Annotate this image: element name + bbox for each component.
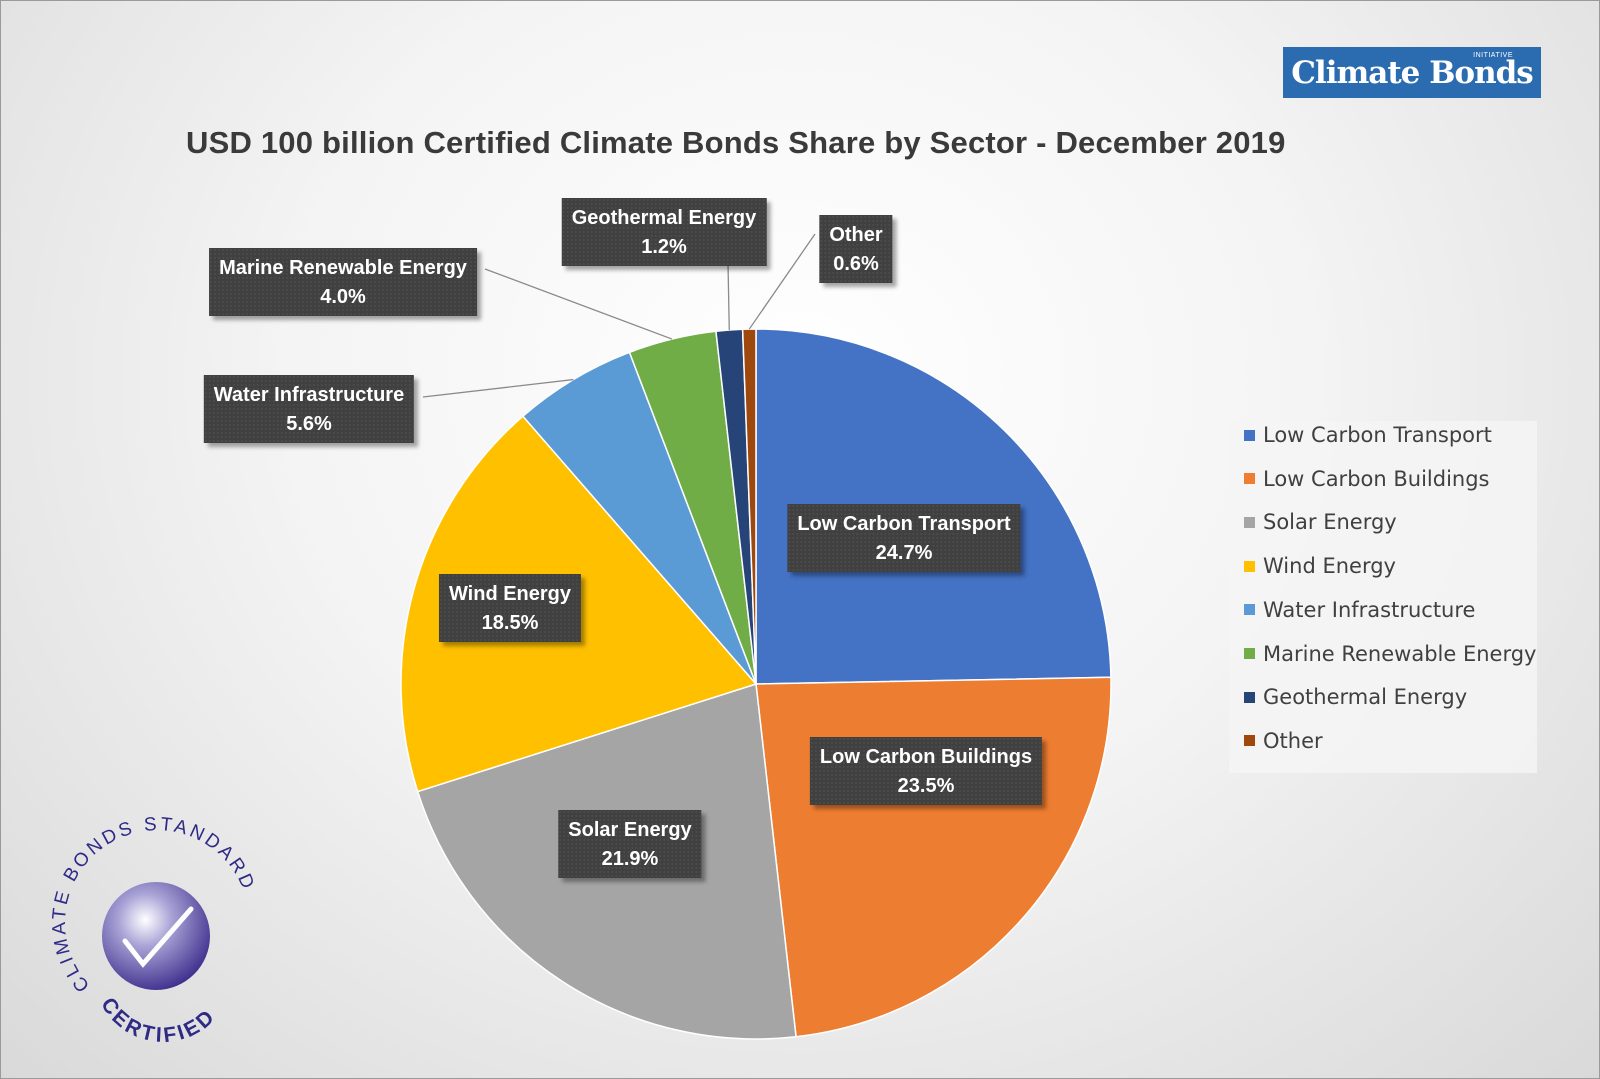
data-label-value: 23.5% (897, 775, 955, 797)
leader-lines (422, 233, 816, 398)
seal-globe-icon (102, 882, 210, 990)
legend-swatch (1244, 648, 1255, 659)
legend-label: Low Carbon Transport (1263, 423, 1492, 447)
data-label-value: 5.6% (286, 413, 332, 435)
legend-swatch (1244, 691, 1255, 703)
data-label-solar-energy: Solar Energy 21.9% (558, 810, 702, 878)
legend-item: Low Carbon Transport (1244, 423, 1492, 447)
data-label-low-carbon-transport: Low Carbon Transport 24.7% (787, 504, 1021, 572)
data-label-value: 21.9% (601, 848, 659, 870)
data-label-name: Geothermal Energy (571, 207, 757, 229)
data-label-other: Other 0.6% (819, 215, 893, 283)
data-label-value: 4.0% (320, 286, 366, 308)
data-label-water-infrastructure: Water Infrastructure 5.6% (203, 375, 415, 443)
legend-swatch (1244, 560, 1255, 572)
certified-seal: CLIMATE BONDS STANDARD CERTIFIED (49, 814, 256, 1048)
pie-slices (400, 328, 1112, 1040)
data-label-value: 1.2% (641, 236, 687, 258)
legend-item: Marine Renewable Energy (1244, 642, 1536, 666)
leader-line-geothermal-energy (727, 262, 730, 331)
data-label-name: Solar Energy (568, 819, 692, 841)
legend-swatch (1244, 429, 1255, 441)
data-label-value: 18.5% (481, 612, 539, 634)
legend-item: Low Carbon Buildings (1244, 467, 1490, 491)
legend: Low Carbon Transport Low Carbon Buildings… (1229, 421, 1537, 773)
legend-swatch (1244, 604, 1255, 616)
legend-item: Water Infrastructure (1244, 598, 1475, 622)
logo-text: Climate Bonds (1291, 54, 1533, 91)
legend-label: Solar Energy (1263, 510, 1397, 535)
data-label-name: Wind Energy (448, 583, 572, 605)
legend-swatch (1244, 473, 1255, 485)
data-label-name: Other (829, 224, 883, 246)
legend-item: Other (1244, 729, 1323, 753)
data-label-low-carbon-buildings: Low Carbon Buildings 23.5% (809, 737, 1043, 805)
data-label-geothermal-energy: Geothermal Energy 1.2% (561, 198, 767, 266)
climate-bonds-logo: Climate Bonds INITIATIVE (1283, 47, 1541, 98)
seal-bottom-text: CERTIFIED (96, 994, 220, 1048)
legend-swatch (1244, 735, 1255, 747)
leader-line-other (748, 233, 816, 330)
legend-label: Water Infrastructure (1263, 597, 1476, 622)
data-label-name: Low Carbon Buildings (819, 746, 1033, 768)
data-label-name: Marine Renewable Energy (219, 257, 467, 279)
legend-label: Wind Energy (1263, 554, 1396, 579)
legend-item: Wind Energy (1244, 554, 1396, 578)
data-label-marine-renewable-energy: Marine Renewable Energy 4.0% (209, 248, 477, 316)
data-label-name: Water Infrastructure (213, 384, 405, 406)
data-label-value: 0.6% (833, 253, 879, 275)
data-label-name: Low Carbon Transport (797, 513, 1011, 535)
legend-label: Low Carbon Buildings (1263, 466, 1490, 491)
legend-label: Geothermal Energy (1263, 685, 1468, 710)
chart-title: USD 100 billion Certified Climate Bonds … (186, 125, 1286, 160)
pie-slice-low-carbon-buildings (755, 676, 1112, 1038)
data-label-value: 24.7% (875, 542, 933, 564)
legend-label: Other (1263, 728, 1323, 753)
legend-item: Solar Energy (1244, 510, 1397, 534)
legend-swatch (1244, 516, 1255, 528)
legend-label: Marine Renewable Energy (1263, 641, 1537, 666)
leader-line-water-infrastructure (422, 378, 574, 398)
leader-line-marine-renewable-energy (484, 268, 673, 340)
data-label-wind-energy: Wind Energy 18.5% (438, 574, 582, 642)
logo-tag: INITIATIVE (1473, 52, 1513, 59)
seal-check-icon (122, 906, 194, 968)
legend-item: Geothermal Energy (1244, 685, 1467, 709)
